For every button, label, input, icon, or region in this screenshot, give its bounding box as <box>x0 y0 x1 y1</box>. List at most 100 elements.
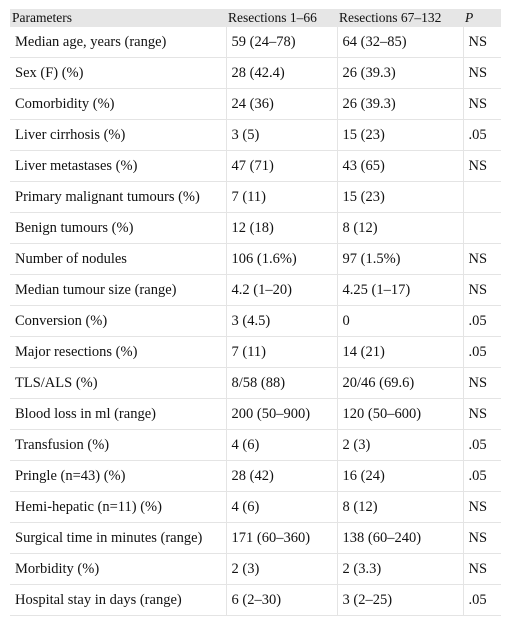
table-cell <box>463 212 501 244</box>
table-cell: 8/58 (88) <box>226 367 338 399</box>
table-cell: NS <box>463 274 501 306</box>
table-cell: NS <box>463 57 501 89</box>
table-cell: 120 (50–600) <box>337 398 464 430</box>
table-cell: Benign tumours (%) <box>10 212 227 244</box>
table-cell: 8 (12) <box>337 212 464 244</box>
table-body: Median age, years (range) 59 (24–78) 64 (3… <box>10 27 501 616</box>
table-cell: Conversion (%) <box>10 305 227 337</box>
table-cell: NS <box>463 553 501 585</box>
table-row: Hemi-hepatic (n=11) (%) 4 (6) 8 (12) NS <box>10 491 501 523</box>
table-cell: 15 (23) <box>337 181 464 213</box>
table-cell: 4.2 (1–20) <box>226 274 338 306</box>
table-row: Comorbidity (%) 24 (36) 26 (39.3) NS <box>10 88 501 120</box>
table-cell: TLS/ALS (%) <box>10 367 227 399</box>
table-row: Blood loss in ml (range) 200 (50–900) 120 … <box>10 398 501 430</box>
table-cell: Median tumour size (range) <box>10 274 227 306</box>
table-cell: 43 (65) <box>337 150 464 182</box>
table-cell: .05 <box>463 336 501 368</box>
table-cell: 8 (12) <box>337 491 464 523</box>
table-cell: 4 (6) <box>226 491 338 523</box>
table-row: Benign tumours (%) 12 (18) 8 (12) <box>10 212 501 244</box>
table-cell: NS <box>463 150 501 182</box>
table-cell: 200 (50–900) <box>226 398 338 430</box>
table-row: Primary malignant tumours (%) 7 (11) 15 (2… <box>10 181 501 213</box>
table-cell: 14 (21) <box>337 336 464 368</box>
table-row: Major resections (%) 7 (11) 14 (21) .05 <box>10 336 501 368</box>
table-cell: 59 (24–78) <box>226 27 338 58</box>
table-row: Morbidity (%) 2 (3) 2 (3.3) NS <box>10 553 501 585</box>
table-cell: Median age, years (range) <box>10 27 227 58</box>
table-cell: Hospital stay in days (range) <box>10 584 227 616</box>
table-cell: Hemi-hepatic (n=11) (%) <box>10 491 227 523</box>
table-cell: 20/46 (69.6) <box>337 367 464 399</box>
table-cell: 24 (36) <box>226 88 338 120</box>
table-row: Number of nodules 106 (1.6%) 97 (1.5%) NS <box>10 243 501 275</box>
table-row: Hospital stay in days (range) 6 (2–30) 3 (… <box>10 584 501 616</box>
table-cell: 2 (3.3) <box>337 553 464 585</box>
table-cell: 3 (4.5) <box>226 305 338 337</box>
table-cell: 47 (71) <box>226 150 338 182</box>
table-cell: 7 (11) <box>226 181 338 213</box>
table-cell: Surgical time in minutes (range) <box>10 522 227 554</box>
table-row: Surgical time in minutes (range) 171 (60–… <box>10 522 501 554</box>
table-cell: NS <box>463 243 501 275</box>
table-cell: 15 (23) <box>337 119 464 151</box>
table-cell: 106 (1.6%) <box>226 243 338 275</box>
table-cell: NS <box>463 27 501 58</box>
table-cell: Number of nodules <box>10 243 227 275</box>
table-row: Median age, years (range) 59 (24–78) 64 (3… <box>10 27 501 58</box>
table-cell: 0 <box>337 305 464 337</box>
table-row: Liver metastases (%) 47 (71) 43 (65) NS <box>10 150 501 182</box>
table-cell: NS <box>463 367 501 399</box>
table-cell: 2 (3) <box>226 553 338 585</box>
table-cell: Liver cirrhosis (%) <box>10 119 227 151</box>
table-row: Median tumour size (range) 4.2 (1–20) 4.25… <box>10 274 501 306</box>
table-cell: NS <box>463 88 501 120</box>
table-cell: NS <box>463 522 501 554</box>
table-cell: Morbidity (%) <box>10 553 227 585</box>
table-row: Liver cirrhosis (%) 3 (5) 15 (23) .05 <box>10 119 501 151</box>
header-row: Parameters Resections 1–66 Resections 67–1… <box>10 9 501 27</box>
table-cell: .05 <box>463 460 501 492</box>
table-cell: Blood loss in ml (range) <box>10 398 227 430</box>
table-cell: Major resections (%) <box>10 336 227 368</box>
table-cell: 6 (2–30) <box>226 584 338 616</box>
table-cell: .05 <box>463 429 501 461</box>
header-cell: Parameters <box>10 9 226 27</box>
table-cell: 4 (6) <box>226 429 338 461</box>
table-cell: Sex (F) (%) <box>10 57 227 89</box>
table-row: Sex (F) (%) 28 (42.4) 26 (39.3) NS <box>10 57 501 89</box>
table-cell: Transfusion (%) <box>10 429 227 461</box>
table-cell: Primary malignant tumours (%) <box>10 181 227 213</box>
table-cell: 28 (42.4) <box>226 57 338 89</box>
table-cell: 28 (42) <box>226 460 338 492</box>
table-cell: 26 (39.3) <box>337 88 464 120</box>
table-cell: .05 <box>463 119 501 151</box>
table-cell: 3 (5) <box>226 119 338 151</box>
table-cell: NS <box>463 398 501 430</box>
table-cell: Liver metastases (%) <box>10 150 227 182</box>
data-table: Parameters Resections 1–66 Resections 67–1… <box>10 9 501 616</box>
header-cell: P <box>463 9 501 27</box>
table-row: Pringle (n=43) (%) 28 (42) 16 (24) .05 <box>10 460 501 492</box>
table-cell: 138 (60–240) <box>337 522 464 554</box>
table-cell: 64 (32–85) <box>337 27 464 58</box>
table-cell: 171 (60–360) <box>226 522 338 554</box>
header-cell: Resections 67–132 <box>337 9 463 27</box>
table-cell <box>463 181 501 213</box>
table-cell: Comorbidity (%) <box>10 88 227 120</box>
table-cell: 12 (18) <box>226 212 338 244</box>
table-row: TLS/ALS (%) 8/58 (88) 20/46 (69.6) NS <box>10 367 501 399</box>
table-cell: Pringle (n=43) (%) <box>10 460 227 492</box>
table-cell: 3 (2–25) <box>337 584 464 616</box>
table-cell: NS <box>463 491 501 523</box>
table-row: Transfusion (%) 4 (6) 2 (3) .05 <box>10 429 501 461</box>
table-row: Conversion (%) 3 (4.5) 0.05 <box>10 305 501 337</box>
table-cell: 26 (39.3) <box>337 57 464 89</box>
table-cell: 7 (11) <box>226 336 338 368</box>
table-cell: .05 <box>463 584 501 616</box>
table-cell: 4.25 (1–17) <box>337 274 464 306</box>
table-cell: 2 (3) <box>337 429 464 461</box>
table-cell: 16 (24) <box>337 460 464 492</box>
